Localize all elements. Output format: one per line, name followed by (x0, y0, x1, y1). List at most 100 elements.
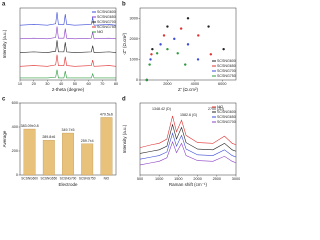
value-label: 383.09±0.8 (21, 124, 39, 128)
y-tick-label: 3000 (130, 16, 138, 20)
x-tick-label: 0 (139, 82, 141, 86)
x-tick-label: 500 (137, 177, 143, 181)
series-line (19, 40, 117, 53)
legend-label: SCSNG700 (217, 69, 236, 73)
legend-label: SCSNG600 (217, 110, 236, 114)
data-point (145, 78, 149, 82)
x-tick-label: 40 (59, 82, 63, 86)
page: a 2-theta (degree) Intensity (a.u.) 10 20 30 4… (2, 1, 240, 188)
annotation: 2700 (2D) (208, 107, 224, 111)
x-axis-label: Z' (Ω.cm²) (178, 87, 198, 92)
panel-label: d (122, 97, 126, 103)
y-tick-label: 200 (12, 149, 18, 153)
x-tick-label: 60 (86, 82, 90, 86)
data-point (166, 47, 169, 51)
x-tick-label: SCSNG750 (79, 176, 96, 180)
x-tick-label: 30 (45, 82, 49, 86)
value-label: 259.7±4 (81, 139, 94, 143)
data-point (186, 43, 190, 46)
legend-label: SCSNG650 (217, 64, 236, 68)
annotation: 1582.6 (G) (180, 113, 197, 117)
data-point (197, 34, 200, 37)
x-axis-label: Raman shift (cm⁻¹) (169, 182, 208, 187)
series-line (139, 132, 237, 160)
legend-label: SCSNG750 (97, 25, 116, 29)
x-tick-label: 10 (18, 82, 22, 86)
series-line (19, 12, 117, 26)
series-line (19, 54, 117, 67)
legend-label: SCSNG650 (217, 115, 236, 119)
data-point (196, 58, 200, 61)
data-point (179, 27, 183, 30)
data-point (207, 25, 210, 28)
x-tick-label: 3000 (232, 177, 240, 181)
legend-label: NiO (217, 105, 223, 109)
y-tick-label: 600 (12, 101, 18, 105)
legend-label: SCSNG650 (97, 15, 116, 19)
plot-frame (139, 7, 237, 81)
data-point (222, 47, 225, 51)
data-point (166, 25, 169, 28)
x-tick-label: 70 (100, 82, 104, 86)
x-tick-label: 2500 (213, 177, 221, 181)
y-tick-label: 0 (16, 173, 18, 177)
legend-label: SCSNG600 (217, 59, 236, 63)
bar (42, 140, 55, 176)
data-point (176, 52, 179, 55)
y-axis-label: Average (2, 130, 7, 147)
x-tick-label: SCSNG700 (60, 176, 77, 180)
panel-label: b (122, 2, 126, 8)
bar (81, 143, 94, 176)
x-tick-label: 1500 (174, 177, 182, 181)
bar (23, 128, 36, 176)
x-tick-label: 4000 (191, 82, 199, 86)
value-label: 479.5±6 (100, 112, 113, 116)
bar (62, 132, 74, 176)
x-tick-label: 2000 (193, 177, 201, 181)
x-tick-label: NiO (104, 176, 110, 180)
annotation: 1348.42 (D) (152, 107, 171, 111)
x-tick-label: 1000 (155, 177, 163, 181)
x-tick-label: SCSNG600 (21, 176, 38, 180)
series-line (20, 69, 116, 79)
data-point (162, 34, 166, 37)
data-point (150, 53, 153, 56)
data-point (173, 37, 176, 41)
data-point (159, 43, 162, 46)
panel-label: a (2, 2, 6, 8)
legend-label: SCSNG700 (217, 120, 236, 124)
plot-frame (139, 102, 237, 176)
plot-frame (19, 7, 117, 81)
series-line (139, 123, 237, 154)
y-axis-label: Intensity (a.u.) (122, 124, 127, 153)
legend-label: SCSNG750 (217, 74, 236, 78)
y-tick-label: 400 (12, 125, 18, 129)
data-point (155, 52, 159, 55)
legend-label: NiO (97, 30, 103, 34)
panel-label: c (2, 97, 6, 103)
x-tick-label: 80 (114, 82, 118, 86)
value-label: 289.8±6 (42, 135, 55, 139)
series-line (139, 140, 237, 166)
figure: a 2-theta (degree) Intensity (a.u.) 10 20 30 4… (2, 2, 240, 188)
y-axis-label: Intensity (a.u.) (2, 29, 7, 58)
x-tick-label: 6000 (218, 82, 226, 86)
data-point (184, 63, 187, 66)
data-point (209, 53, 213, 56)
value-label: 349.7±5 (62, 128, 75, 132)
x-axis-label: Electrode (58, 182, 78, 187)
legend-label: SCSNG700 (97, 20, 116, 24)
x-tick-label: 2000 (163, 82, 171, 86)
x-tick-label: 50 (73, 82, 77, 86)
x-tick-label: 20 (32, 82, 36, 86)
y-tick-label: 2000 (130, 37, 138, 41)
data-point (186, 17, 190, 20)
data-point (148, 63, 151, 66)
series-line (19, 26, 117, 40)
bar (100, 117, 113, 176)
y-tick-label: 1000 (130, 57, 138, 61)
legend-label: SCSNG600 (97, 10, 116, 14)
data-point (149, 58, 152, 61)
series-line (139, 115, 237, 148)
x-axis-label: 2-theta (degree) (52, 87, 85, 92)
